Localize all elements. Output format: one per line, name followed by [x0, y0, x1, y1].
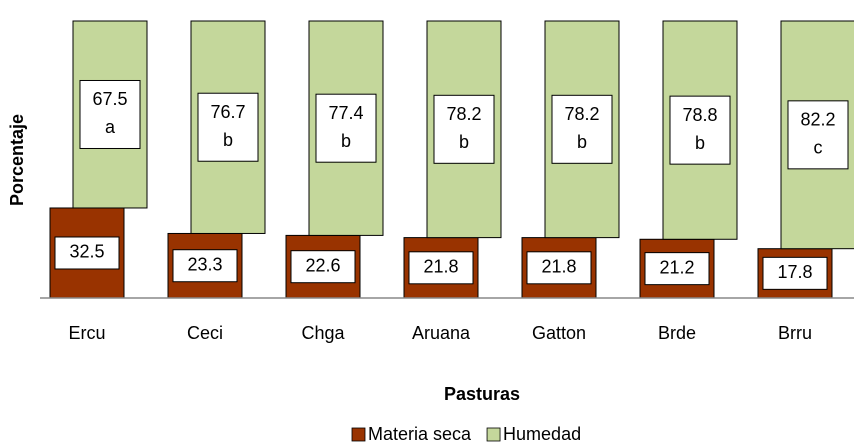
label-box	[315, 93, 377, 163]
label-box	[408, 251, 474, 285]
x-tick-label: Ercu	[68, 323, 105, 343]
label-box	[79, 79, 141, 149]
data-label: 23.3	[187, 254, 222, 274]
label-box	[669, 95, 731, 165]
data-label: 82.2	[800, 110, 835, 130]
data-label: 77.4	[328, 103, 363, 123]
data-label: b	[695, 133, 705, 153]
legend-swatch	[486, 427, 501, 442]
x-tick-label: Brru	[778, 323, 812, 343]
y-axis-label: Porcentaje	[7, 114, 27, 206]
x-tick-label: Chga	[301, 323, 345, 343]
label-box	[644, 252, 710, 286]
label-box	[526, 251, 592, 285]
x-tick-label: Ceci	[187, 323, 223, 343]
x-axis-label: Pasturas	[444, 384, 520, 404]
data-label: b	[459, 132, 469, 152]
label-box	[762, 256, 828, 290]
legend-label: Materia seca	[368, 424, 472, 444]
label-box	[433, 94, 495, 164]
label-box	[172, 249, 238, 283]
data-label: 76.7	[210, 102, 245, 122]
legend-label: Humedad	[503, 424, 581, 444]
data-label: 78.2	[446, 104, 481, 124]
label-box	[787, 100, 849, 170]
data-label: 78.8	[682, 105, 717, 125]
data-label: 78.2	[564, 104, 599, 124]
label-box	[290, 250, 356, 284]
data-label: b	[577, 132, 587, 152]
data-label: b	[341, 131, 351, 151]
data-label: c	[814, 138, 823, 158]
data-label: 17.8	[777, 262, 812, 282]
legend-swatch	[351, 427, 366, 442]
data-label: b	[223, 130, 233, 150]
label-box	[54, 236, 120, 270]
x-tick-label: Gatton	[532, 323, 586, 343]
data-label: 21.2	[659, 257, 694, 277]
data-label: 22.6	[305, 255, 340, 275]
data-label: a	[105, 117, 116, 137]
x-tick-label: Brde	[658, 323, 696, 343]
data-label: 21.8	[423, 257, 458, 277]
data-label: 67.5	[92, 89, 127, 109]
label-box	[551, 94, 613, 164]
data-label: 32.5	[69, 242, 104, 262]
label-box	[197, 92, 259, 162]
x-tick-label: Aruana	[412, 323, 471, 343]
data-label: 21.8	[541, 257, 576, 277]
